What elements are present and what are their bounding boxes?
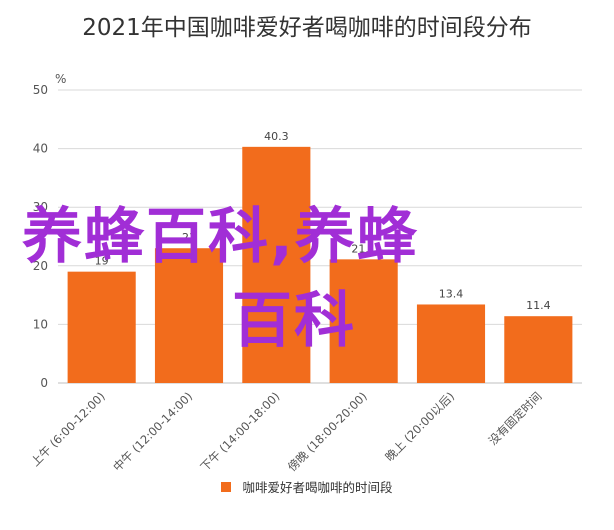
bar [329,259,398,383]
y-tick-label: 20 [33,259,48,273]
x-tick-label: 没有固定时间 [486,389,545,448]
bar [504,316,573,383]
gridlines [58,89,582,384]
y-tick-label: 40 [33,142,48,156]
legend: 咖啡爱好者喝咖啡的时间段 [0,476,614,496]
bar [242,146,311,383]
bar [416,304,486,383]
bar-value-label: 19 [95,255,109,268]
chart-title: 2021年中国咖啡爱好者喝咖啡的时间段分布 [82,15,532,41]
bar-value-label: 11.4 [526,299,551,312]
bar [67,271,136,383]
bar-value-label: 40.3 [264,130,289,143]
y-tick-label: 30 [33,200,48,214]
legend-swatch [221,481,232,492]
y-axis-ticks: 0 10 20 30 40 50 [33,83,48,390]
bar-value-label: 13.4 [439,287,464,300]
bar-value-label: 23 [182,231,196,244]
x-tick-label: 下午 (14:00-18:00) [198,389,283,474]
x-tick-label: 上午 (6:00-12:00) [28,389,108,469]
bars [67,146,573,383]
y-tick-label: 10 [33,317,48,331]
data-labels: 19 23 40.3 21.1 13.4 11.4 [95,130,551,312]
x-tick-label: 晚上 (20:00以后) [382,389,457,464]
y-tick-label: 50 [33,83,48,97]
x-axis-ticks: 上午 (6:00-12:00) 中午 (12:00-14:00) 下午 (14:00… [28,389,544,474]
y-axis-unit: % [55,72,66,86]
x-tick-label: 傍晚 (18:00-20:00) [285,389,370,474]
y-tick-label: 0 [40,376,48,390]
bar-value-label: 21.1 [351,242,376,255]
legend-label: 咖啡爱好者喝咖啡的时间段 [242,480,393,495]
bar [154,248,224,383]
x-tick-label: 中午 (12:00-14:00) [110,389,195,474]
